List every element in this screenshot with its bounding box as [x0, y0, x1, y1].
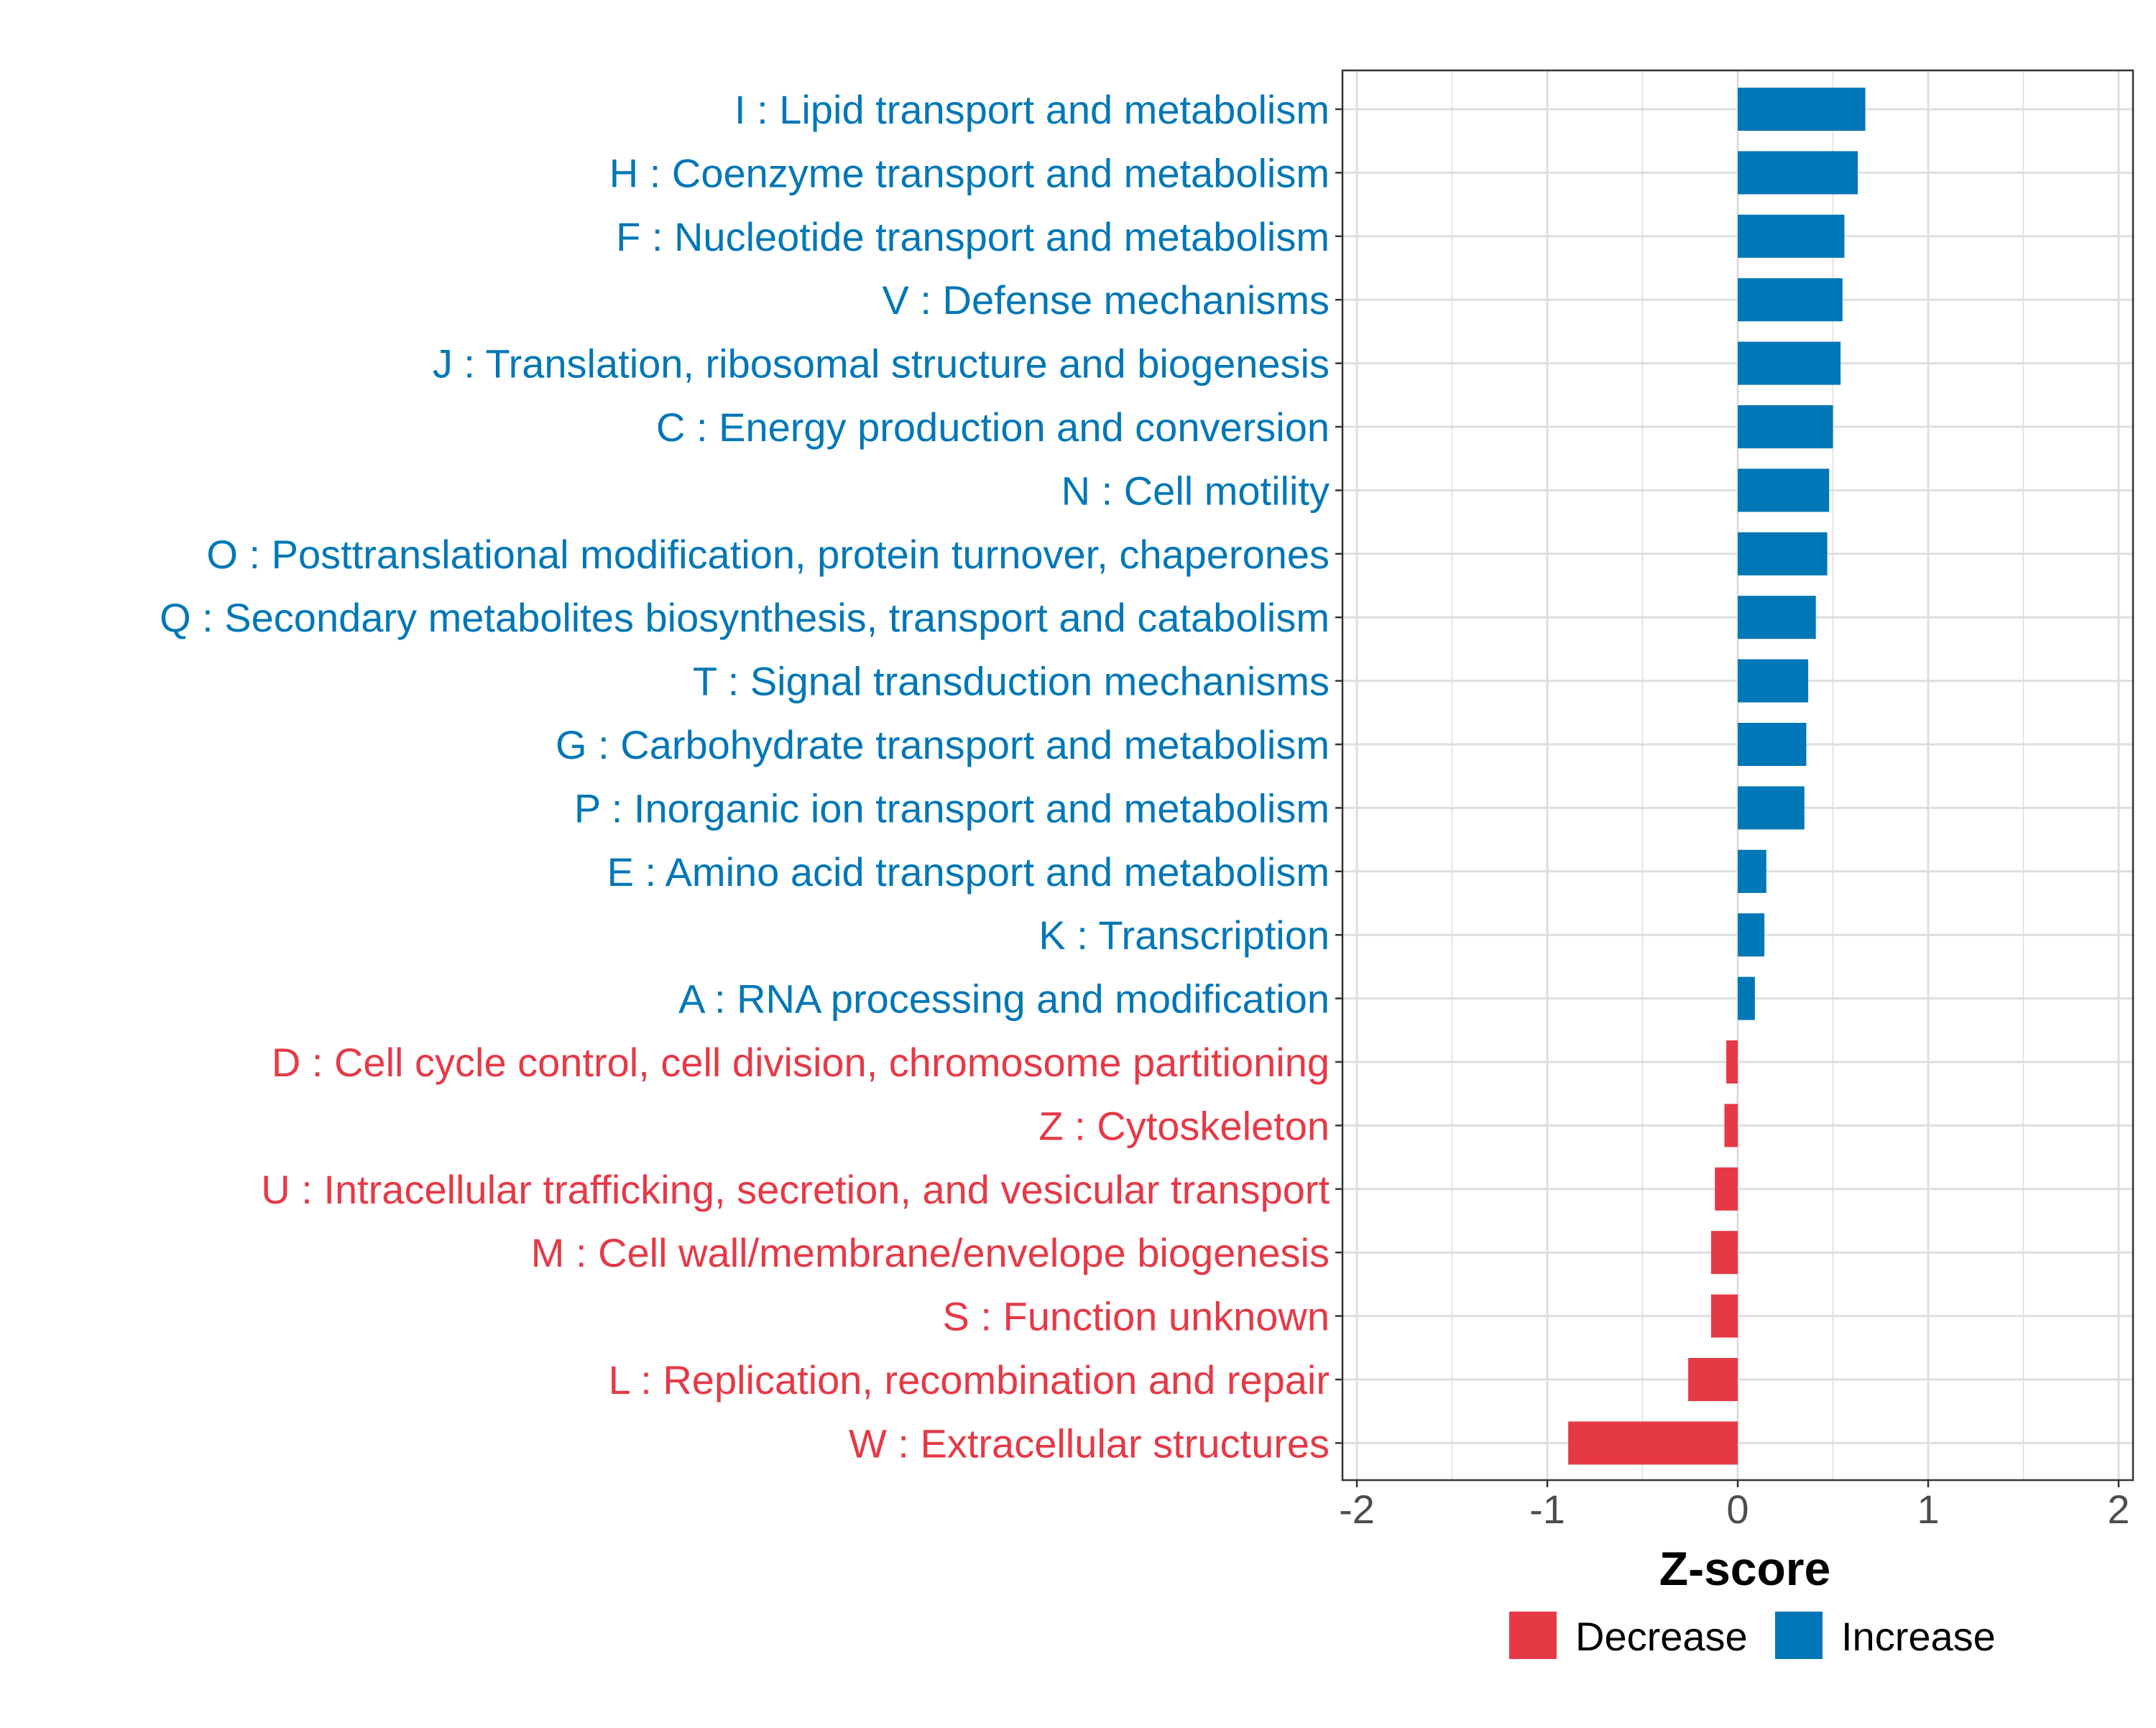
- y-tick-label: O : Posttranslational modification, prot…: [206, 532, 1330, 577]
- y-tick-label: A : RNA processing and modification: [678, 976, 1330, 1022]
- y-tick-label: W : Extracellular structures: [849, 1420, 1330, 1466]
- y-tick-label: N : Cell motility: [1061, 468, 1330, 513]
- x-axis-title: Z-score: [1659, 1542, 1830, 1595]
- y-tick-label: S : Function unknown: [942, 1294, 1330, 1339]
- bar-o: [1738, 532, 1828, 576]
- bar-m: [1710, 1231, 1738, 1275]
- y-tick-label: Z : Cytoskeleton: [1038, 1103, 1330, 1148]
- bar-d: [1726, 1040, 1738, 1084]
- bar-e: [1738, 849, 1766, 893]
- bar-q: [1738, 596, 1816, 639]
- y-tick-label: M : Cell wall/membrane/envelope biogenes…: [531, 1230, 1330, 1275]
- y-tick-label: P : Inorganic ion transport and metaboli…: [574, 785, 1330, 831]
- bar-n: [1738, 468, 1830, 512]
- y-tick-label: J : Translation, ribosomal structure and…: [433, 341, 1330, 387]
- bar-j: [1738, 341, 1841, 385]
- x-tick-label: 0: [1726, 1487, 1749, 1532]
- x-tick-label: -1: [1529, 1487, 1565, 1532]
- x-tick-label: 2: [2107, 1487, 2129, 1532]
- bar-u: [1715, 1167, 1738, 1211]
- y-tick-label: Q : Secondary metabolites biosynthesis, …: [160, 595, 1330, 640]
- x-tick-label: -2: [1339, 1487, 1375, 1532]
- y-tick-label: K : Transcription: [1038, 912, 1330, 958]
- bar-g: [1738, 723, 1807, 766]
- y-tick-label: I : Lipid transport and metabolism: [734, 87, 1330, 132]
- bar-l: [1688, 1358, 1738, 1401]
- bar-t: [1738, 659, 1809, 703]
- bar-v: [1738, 278, 1843, 322]
- y-label-layer: I : Lipid transport and metabolism H : Co…: [160, 87, 1330, 1466]
- bar-z: [1724, 1104, 1738, 1147]
- legend-label-increase: Increase: [1841, 1614, 1996, 1659]
- y-tick-label: H : Coenzyme transport and metabolism: [609, 150, 1330, 195]
- x-tick-label: 1: [1917, 1487, 1939, 1532]
- y-tick-label: G : Carbohydrate transport and metabolis…: [556, 722, 1330, 767]
- legend: Decrease Increase: [1509, 1612, 1996, 1659]
- bar-f: [1738, 214, 1845, 258]
- y-tick-label: C : Energy production and conversion: [656, 405, 1330, 450]
- legend-swatch-decrease: [1509, 1612, 1557, 1659]
- x-tick-layer: -2 -1 0 1 2: [1339, 1480, 2130, 1532]
- bar-c: [1738, 405, 1833, 448]
- y-tick-label: D : Cell cycle control, cell division, c…: [272, 1040, 1330, 1085]
- bar-layer: [1568, 88, 1866, 1465]
- bar-w: [1568, 1421, 1738, 1465]
- bar-p: [1738, 786, 1805, 830]
- y-tick-label: E : Amino acid transport and metabolism: [607, 849, 1330, 895]
- legend-swatch-increase: [1775, 1612, 1823, 1659]
- bar-h: [1738, 151, 1858, 195]
- y-tick-label: V : Defense mechanisms: [883, 277, 1330, 323]
- y-tick-label: F : Nucleotide transport and metabolism: [616, 214, 1330, 259]
- bar-a: [1738, 976, 1755, 1020]
- bar-i: [1738, 88, 1866, 131]
- y-tick-label: T : Signal transduction mechanisms: [693, 659, 1330, 704]
- legend-label-decrease: Decrease: [1575, 1614, 1748, 1659]
- y-tick-label: U : Intracellular trafficking, secretion…: [261, 1167, 1330, 1212]
- y-tick-label: L : Replication, recombination and repai…: [609, 1357, 1330, 1403]
- bar-s: [1710, 1294, 1738, 1338]
- y-tick-layer: [1335, 108, 1342, 1444]
- bar-k: [1738, 913, 1765, 957]
